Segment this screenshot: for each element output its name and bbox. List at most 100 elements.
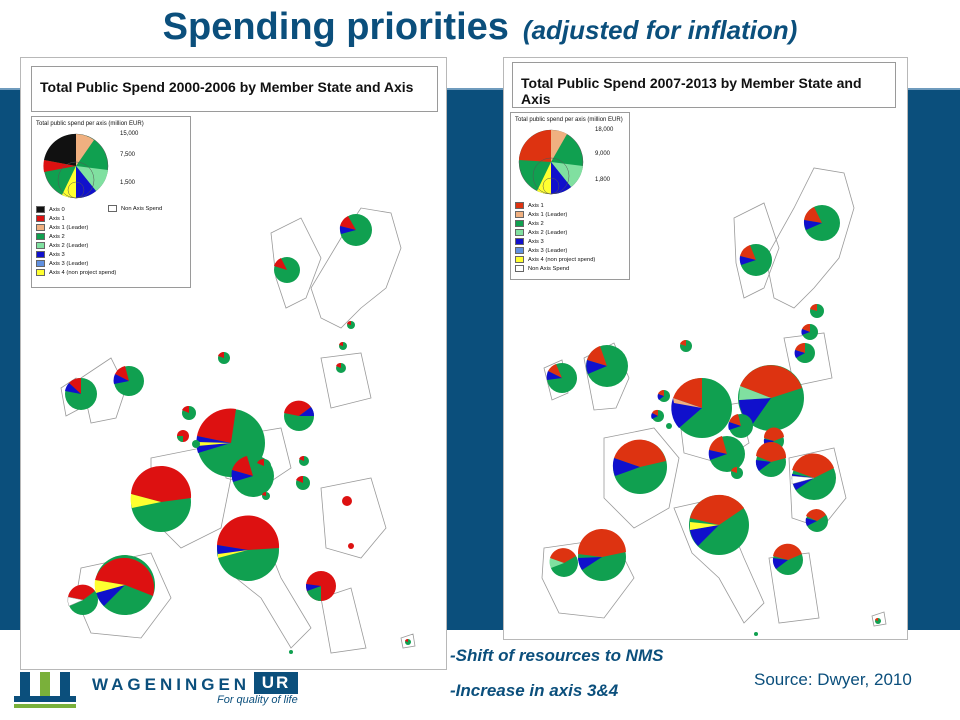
pie-denmark [680, 339, 692, 352]
pie-estonia [810, 303, 824, 318]
pie-bulgaria [348, 543, 354, 549]
pie-italy [689, 494, 749, 555]
pie-czech [728, 414, 753, 438]
legend-item: Axis 4 (non project spend) [515, 255, 595, 264]
legend-swatch [36, 224, 45, 231]
legend-label: Non Axis Spend [121, 205, 163, 212]
europe-map-2007-2013 [541, 167, 887, 636]
legend-label: Axis 1 (Leader) [528, 211, 568, 218]
pie-netherlands [182, 405, 196, 420]
pie-finland [339, 214, 372, 246]
legend-pie-scale [518, 129, 584, 195]
map-legend: Total public spend per axis (million EUR… [31, 116, 191, 288]
pie-lux [666, 423, 672, 429]
map-legend: Total public spend per axis (million EUR… [510, 112, 630, 280]
europe-map-2000-2006 [60, 207, 416, 654]
legend-label: Axis 3 (Leader) [49, 260, 89, 267]
legend-label: Axis 1 (Leader) [49, 224, 89, 231]
legend-item: Axis 1 (Leader) [515, 210, 595, 219]
source-credit: Source: Dwyer, 2010 [754, 670, 912, 689]
pie-lithuania [794, 342, 815, 363]
bullet-item: -Shift of resources to NMS [450, 646, 664, 665]
wageningen-ur-logo: WAGENINGEN UR For quality of life [12, 668, 312, 712]
pie-ireland [65, 377, 97, 410]
pie-uk [586, 345, 628, 387]
pie-malta [289, 650, 293, 654]
legend-label: Axis 3 [528, 238, 544, 245]
logo-ur-box: UR [254, 672, 298, 694]
pie-romania [342, 496, 352, 506]
legend-swatch [36, 242, 45, 249]
legend-swatch [515, 256, 524, 263]
legend-pie-scale [43, 133, 109, 199]
pie-hungary [755, 441, 787, 477]
legend-label: Axis 2 (Leader) [528, 229, 568, 236]
legend-item: Axis 2 [36, 232, 116, 241]
pie-portugal [67, 584, 98, 615]
legend-swatch [515, 220, 524, 227]
map-panel-2000-2006: Total Public Spend 2000-2006 by Member S… [20, 57, 447, 670]
pie-estonia [347, 320, 355, 329]
legend-scale-max: 18,000 [595, 127, 614, 133]
logo-wordmark: WAGENINGEN [92, 675, 251, 694]
pie-austria [708, 436, 745, 472]
legend-swatch [515, 247, 524, 254]
pie-greece [305, 571, 336, 601]
legend-title: Total public spend per axis (million EUR… [36, 121, 144, 127]
pie-cyprus [875, 617, 881, 624]
pie-symbols-2007-2013 [546, 205, 881, 636]
map-panel-2007-2013: Total Public Spend 2007-2013 by Member S… [503, 57, 908, 640]
pie-latvia [339, 341, 347, 350]
pie-france [612, 439, 667, 494]
legend-item: Axis 2 (Leader) [36, 241, 116, 250]
legend-items: Axis 1 Axis 1 (Leader) Axis 2 Axis 2 (Le… [515, 201, 595, 273]
pie-spain [94, 555, 155, 615]
pie-sweden [274, 257, 300, 283]
pie-bulgaria [805, 509, 828, 532]
pie-slovenia [731, 466, 743, 479]
bullet-item: -Increase in axis 3&4 [450, 681, 619, 700]
legend-item: Axis 0 [36, 205, 116, 214]
pie-denmark [218, 351, 230, 364]
legend-scale-min: 1,800 [595, 177, 611, 183]
map-title: Total Public Spend 2007-2013 by Member S… [512, 62, 896, 108]
legend-swatch [108, 205, 117, 212]
legend-label: Axis 1 [528, 202, 544, 209]
legend-item: Axis 3 [36, 250, 116, 259]
logo-tagline: For quality of life [217, 694, 298, 706]
pie-hungary [296, 475, 310, 490]
pie-lux [192, 440, 200, 448]
legend-swatch [515, 202, 524, 209]
legend-scale-min: 1,500 [120, 180, 136, 186]
legend-swatch [36, 206, 45, 213]
legend-item: Axis 2 (Leader) [515, 228, 595, 237]
legend-label: Axis 4 (non project spend) [49, 269, 117, 276]
pie-sweden [739, 244, 772, 276]
legend-label: Axis 4 (non project spend) [528, 256, 596, 263]
pie-germany [671, 377, 732, 438]
legend-swatch [36, 233, 45, 240]
pie-poland [284, 400, 314, 431]
legend-item: Axis 3 (Leader) [36, 259, 116, 268]
pie-scotland [113, 366, 144, 396]
wur-logo-icon [14, 672, 76, 708]
legend-swatch [36, 260, 45, 267]
legend-items: Axis 0 Axis 1 Axis 1 (Leader) Axis 2 Axi… [36, 205, 116, 277]
pie-slovenia [262, 491, 270, 500]
legend-swatch [36, 269, 45, 276]
legend-label: Axis 2 (Leader) [49, 242, 89, 249]
pie-netherlands [657, 389, 670, 402]
pie-slovakia [299, 455, 309, 466]
legend-item: Axis 3 (Leader) [515, 246, 595, 255]
legend-swatch [515, 211, 524, 218]
legend-swatch [515, 238, 524, 245]
legend-item: Axis 3 [515, 237, 595, 246]
legend-item: Axis 2 [515, 219, 595, 228]
legend-swatch [36, 215, 45, 222]
title-band [0, 0, 960, 62]
legend-label: Axis 0 [49, 206, 65, 213]
legend-swatch [36, 251, 45, 258]
legend-label: Axis 1 [49, 215, 65, 222]
legend-swatch [515, 229, 524, 236]
pie-france [130, 465, 192, 532]
